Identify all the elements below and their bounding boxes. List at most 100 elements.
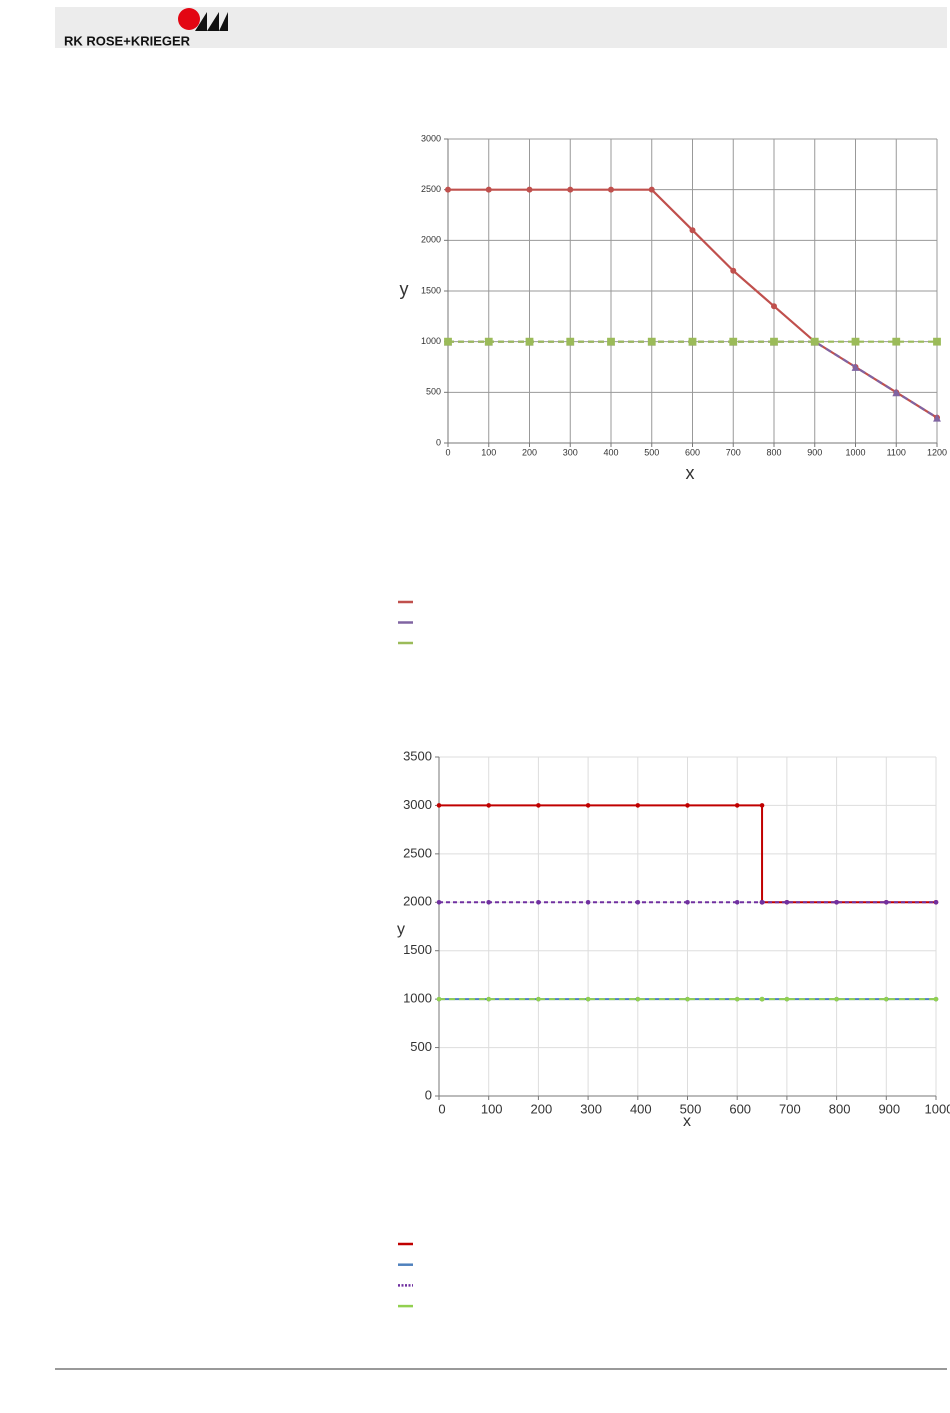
x-axis-label: x bbox=[683, 1113, 691, 1130]
x-tick-label: 900 bbox=[878, 1101, 900, 1116]
x-tick-label: 100 bbox=[481, 1101, 503, 1116]
marker bbox=[759, 899, 765, 905]
marker bbox=[892, 388, 901, 397]
marker bbox=[444, 337, 452, 346]
logo-mark bbox=[195, 12, 207, 31]
marker bbox=[635, 803, 641, 808]
y-tick-label: 3000 bbox=[403, 797, 432, 812]
x-tick-label: 100 bbox=[481, 447, 496, 457]
marker bbox=[834, 996, 839, 1002]
marker bbox=[635, 899, 641, 905]
x-tick-label: 200 bbox=[531, 1101, 553, 1116]
marker bbox=[688, 337, 697, 346]
x-tick-label: 900 bbox=[807, 447, 822, 457]
marker bbox=[810, 337, 819, 346]
marker bbox=[884, 899, 889, 905]
marker bbox=[436, 803, 442, 808]
marker bbox=[851, 337, 860, 346]
marker bbox=[933, 337, 941, 346]
marker bbox=[647, 337, 656, 346]
marker bbox=[685, 803, 690, 808]
marker bbox=[445, 186, 451, 193]
x-tick-label: 700 bbox=[726, 447, 741, 457]
marker bbox=[734, 899, 740, 905]
y-tick-label: 1000 bbox=[403, 991, 432, 1006]
x-tick-label: 0 bbox=[445, 447, 450, 457]
x-tick-label: 300 bbox=[563, 447, 578, 457]
y-tick-label: 0 bbox=[436, 437, 441, 447]
x-tick-label: 700 bbox=[779, 1101, 801, 1116]
logo-circle bbox=[178, 8, 200, 30]
y-axis-label: y bbox=[397, 921, 405, 938]
marker bbox=[585, 899, 591, 905]
marker bbox=[635, 996, 641, 1002]
y-tick-label: 1500 bbox=[403, 942, 432, 957]
marker bbox=[685, 899, 690, 905]
y-tick-label: 2500 bbox=[421, 184, 441, 194]
y-tick-label: 1500 bbox=[421, 285, 441, 295]
y-tick-label: 2500 bbox=[403, 845, 432, 860]
x-tick-label: 1200 bbox=[927, 447, 947, 457]
x-tick-label: 1000 bbox=[845, 447, 865, 457]
marker bbox=[771, 303, 777, 310]
x-tick-label: 500 bbox=[644, 447, 659, 457]
marker bbox=[585, 803, 591, 808]
marker bbox=[933, 996, 939, 1002]
logo-mark bbox=[207, 12, 228, 31]
x-tick-label: 600 bbox=[729, 1101, 751, 1116]
marker bbox=[730, 267, 737, 274]
marker bbox=[525, 337, 534, 346]
marker bbox=[759, 803, 765, 808]
marker bbox=[566, 337, 575, 346]
marker bbox=[729, 337, 738, 346]
marker bbox=[784, 899, 790, 905]
marker bbox=[884, 996, 889, 1002]
x-tick-label: 800 bbox=[829, 1101, 851, 1116]
marker bbox=[536, 899, 541, 905]
marker bbox=[486, 803, 492, 808]
x-tick-label: 800 bbox=[766, 447, 781, 457]
logo-text: RK ROSE+KRIEGER bbox=[64, 33, 191, 48]
marker bbox=[485, 186, 492, 193]
marker bbox=[436, 899, 442, 905]
marker bbox=[567, 186, 574, 193]
marker bbox=[436, 996, 442, 1002]
marker bbox=[770, 337, 778, 346]
marker bbox=[689, 227, 696, 234]
x-tick-label: 500 bbox=[680, 1101, 702, 1116]
x-tick-label: 400 bbox=[630, 1101, 652, 1116]
marker bbox=[851, 363, 860, 371]
marker bbox=[685, 996, 690, 1002]
x-tick-label: 400 bbox=[603, 447, 618, 457]
marker bbox=[759, 996, 765, 1002]
x-tick-label: 1100 bbox=[887, 447, 906, 457]
x-tick-label: 200 bbox=[522, 447, 537, 457]
marker bbox=[536, 803, 541, 808]
y-tick-label: 0 bbox=[425, 1087, 432, 1102]
marker bbox=[608, 186, 614, 193]
marker bbox=[585, 996, 591, 1002]
x-axis-label: x bbox=[686, 463, 695, 483]
x-tick-label: 600 bbox=[685, 447, 700, 457]
x-tick-label: 1000 bbox=[925, 1101, 950, 1116]
marker bbox=[933, 413, 941, 422]
y-tick-label: 500 bbox=[410, 1039, 432, 1054]
marker bbox=[648, 186, 655, 193]
logo: RK ROSE+KRIEGER bbox=[64, 8, 228, 48]
marker bbox=[734, 996, 740, 1002]
marker bbox=[526, 186, 533, 193]
marker bbox=[734, 803, 740, 808]
x-tick-label: 300 bbox=[580, 1101, 602, 1116]
marker bbox=[933, 899, 939, 905]
marker bbox=[892, 337, 901, 346]
y-tick-label: 2000 bbox=[403, 894, 432, 909]
marker bbox=[484, 337, 493, 346]
y-tick-label: 3000 bbox=[421, 133, 441, 143]
y-tick-label: 2000 bbox=[421, 235, 441, 245]
x-tick-label: 0 bbox=[438, 1101, 445, 1116]
marker bbox=[536, 996, 541, 1002]
y-axis-label: y bbox=[400, 279, 409, 299]
marker bbox=[486, 899, 492, 905]
marker bbox=[784, 996, 790, 1002]
